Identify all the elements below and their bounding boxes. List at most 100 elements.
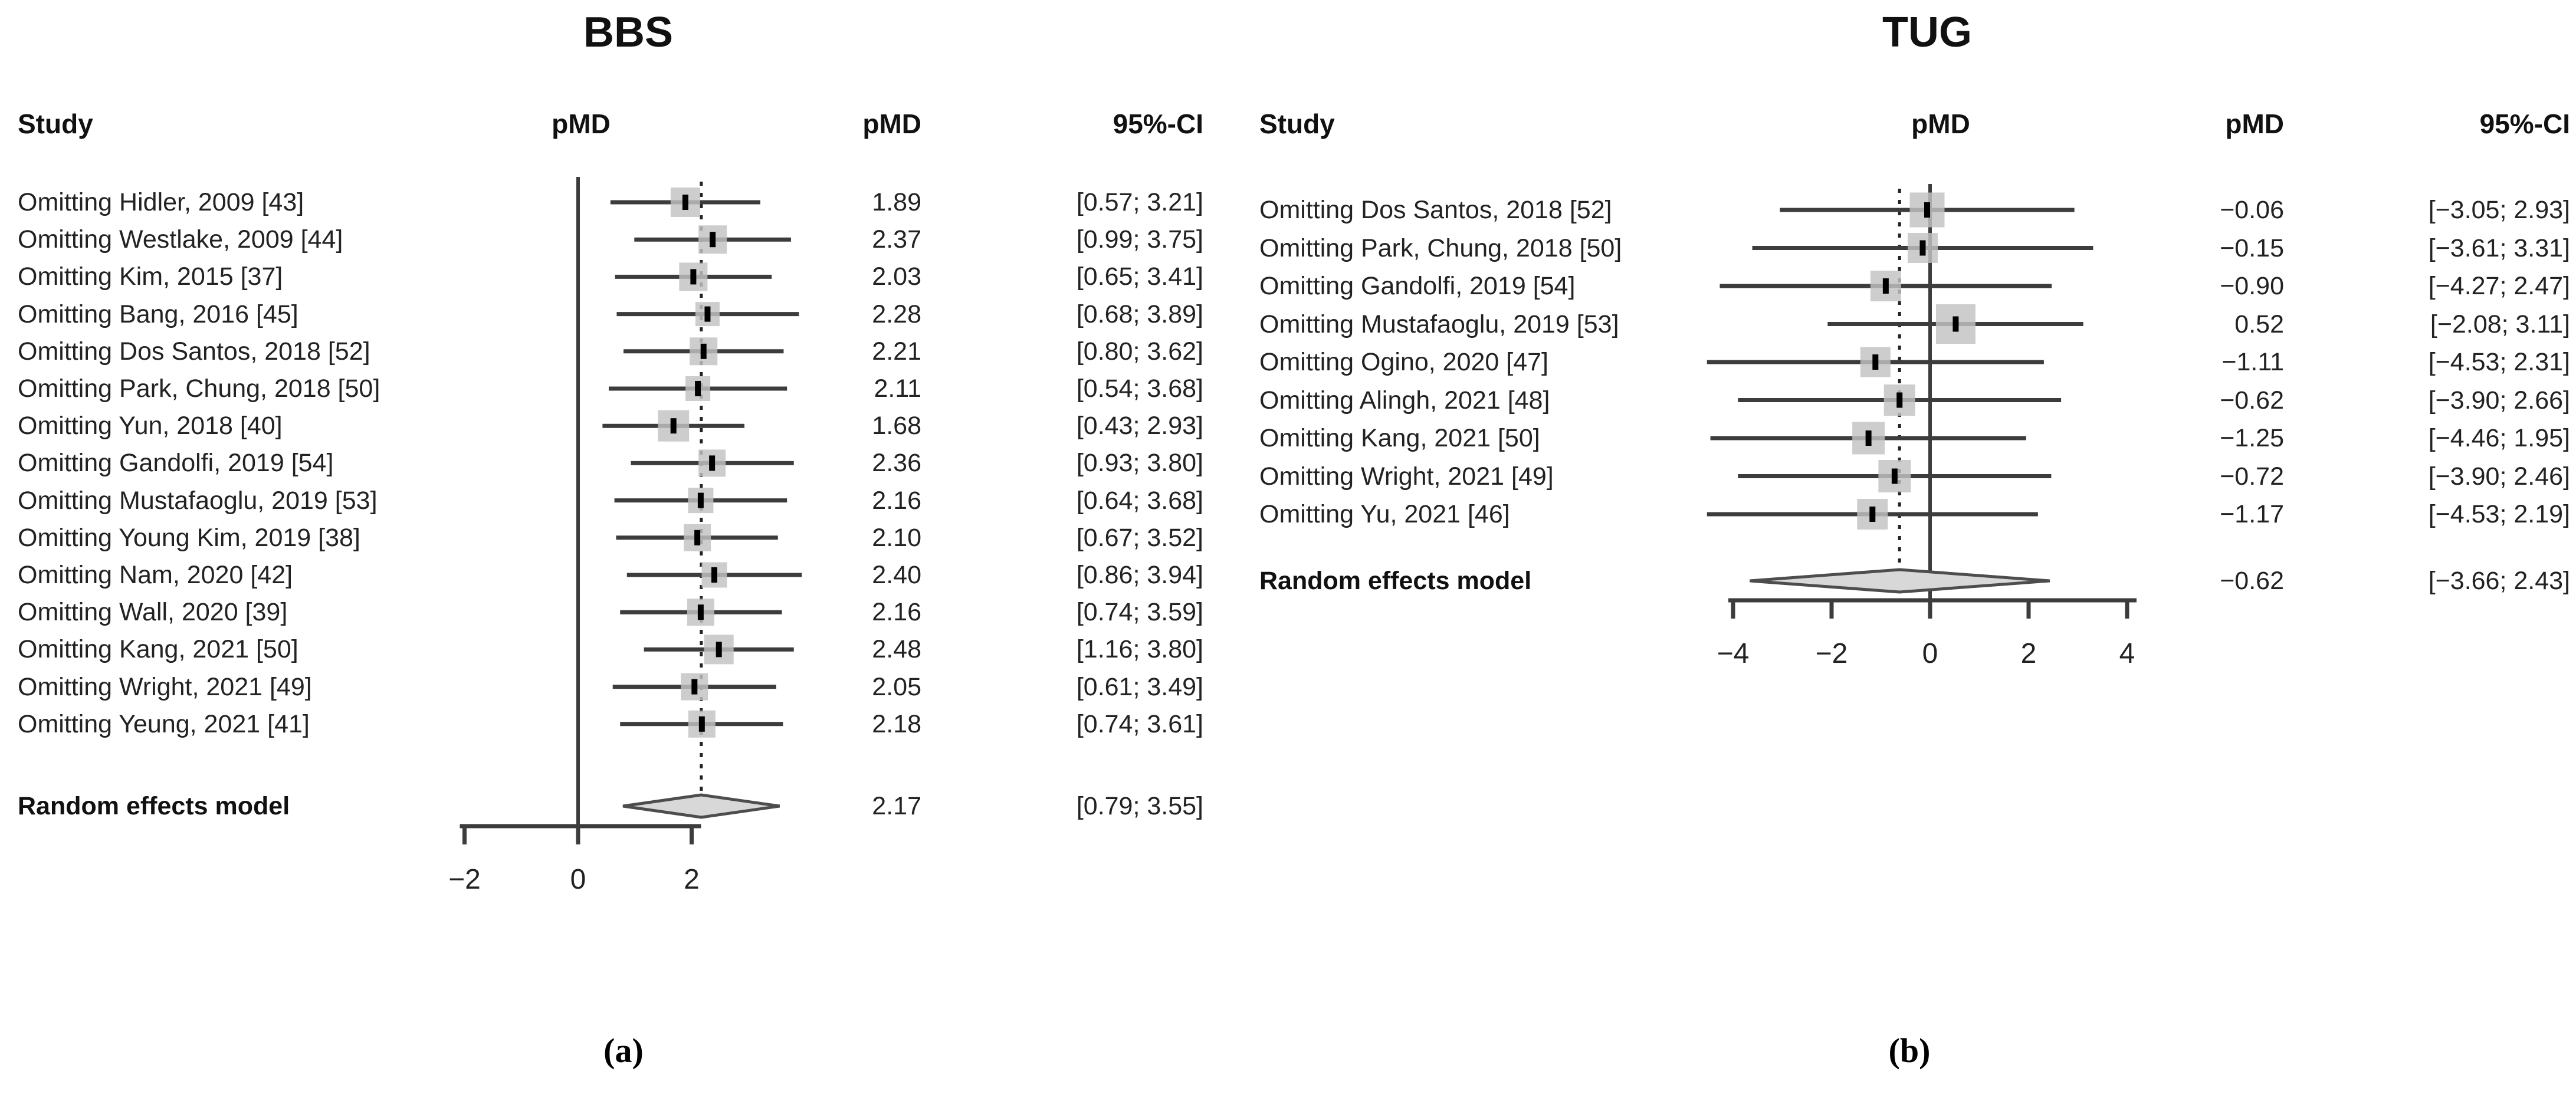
study-row-ci: [0.57; 3.21] [1076,188,1203,216]
point-estimate-marker [1865,430,1872,446]
study-row-label: Omitting Wright, 2021 [49] [18,672,312,701]
panel-a-plot-pmd-header: pMD [552,109,611,139]
study-row-pmd: 2.37 [872,225,921,254]
study-row-ci: [−3.90; 2.46] [2428,462,2570,491]
study-row-pmd: 2.03 [872,262,921,291]
study-row-pmd: −0.72 [2220,462,2284,491]
point-estimate-marker [704,306,711,322]
study-row-label: Omitting Park, Chung, 2018 [50] [1259,234,1622,262]
study-row-pmd: −0.06 [2220,196,2284,224]
study-row-label: Omitting Yun, 2018 [40] [18,412,283,440]
study-row-ci: [0.43; 2.93] [1076,412,1203,440]
x-axis-tick-label: −2 [448,864,481,895]
point-estimate-marker [697,604,704,620]
summary-row-label: Random effects model [18,792,290,820]
point-estimate-marker [682,195,688,210]
study-row-label: Omitting Dos Santos, 2018 [52] [18,337,370,366]
study-row-ci: [0.54; 3.68] [1076,374,1203,403]
point-estimate-marker [709,455,716,471]
study-row-ci: [1.16; 3.80] [1076,635,1203,664]
point-estimate-marker [710,232,716,248]
panel-b-ci-header: 95%-CI [2479,109,2570,139]
panel-a-study-header: Study [18,109,93,139]
study-row-label: Omitting Yeung, 2021 [41] [18,709,310,738]
study-row-ci: [0.65; 3.41] [1076,262,1203,291]
study-row-ci: [0.68; 3.89] [1076,300,1203,328]
study-row-label: Omitting Nam, 2020 [42] [18,561,293,589]
point-estimate-marker [694,530,701,545]
study-row-pmd: 2.16 [872,598,921,627]
study-row-pmd: −0.62 [2220,386,2284,415]
panel-b-title: TUG [1882,9,1972,56]
study-row-ci: [−4.46; 1.95] [2428,424,2570,452]
study-row-label: Omitting Hidler, 2009 [43] [18,188,304,216]
study-row-label: Omitting Gandolfi, 2019 [54] [1259,272,1576,300]
point-estimate-marker [1882,278,1889,294]
study-row-label: Omitting Mustafaoglu, 2019 [53] [1259,310,1619,338]
study-row-label: Omitting Ogino, 2020 [47] [1259,348,1549,376]
panel-b-study-header: Study [1259,109,1335,139]
panel-a-caption: (a) [603,1031,644,1070]
study-row-label: Omitting Dos Santos, 2018 [52] [1259,196,1612,224]
study-row-pmd: 2.05 [872,672,921,701]
study-row-pmd: −1.25 [2220,424,2284,452]
summary-row-pmd: −0.62 [2220,567,2284,595]
study-row-ci: [0.80; 3.62] [1076,337,1203,366]
panel-a-title: BBS [583,9,673,56]
study-row-ci: [−4.53; 2.31] [2428,348,2570,376]
summary-diamond [622,793,780,819]
panel-b-caption: (b) [1888,1031,1931,1070]
study-row-pmd: −0.90 [2220,272,2284,300]
point-estimate-marker [716,642,722,658]
study-row-ci: [0.99; 3.75] [1076,225,1203,254]
study-row-pmd: 1.89 [872,188,921,216]
summary-row-ci: [−3.66; 2.43] [2428,567,2570,595]
study-row-ci: [0.74; 3.61] [1076,709,1203,738]
study-row-pmd: 2.40 [872,561,921,589]
study-row-ci: [−3.61; 3.31] [2428,234,2570,262]
point-estimate-marker [700,343,707,359]
summary-diamond [1750,568,2050,594]
panel-a-pmd-header: pMD [862,109,921,139]
panel-b-pmd-header: pMD [2225,109,2284,139]
study-row-pmd: 2.10 [872,523,921,552]
study-row-label: Omitting Westlake, 2009 [44] [18,225,343,254]
study-row-label: Omitting Gandolfi, 2019 [54] [18,449,334,478]
x-axis-tick-label: −2 [1815,638,1848,669]
study-row-pmd: 2.16 [872,486,921,515]
point-estimate-marker [711,567,717,583]
summary-row-label: Random effects model [1259,567,1532,595]
point-estimate-marker [690,269,697,285]
point-estimate-marker [1919,240,1926,256]
summary-row-pmd: 2.17 [872,792,921,820]
study-row-label: Omitting Wall, 2020 [39] [18,598,288,627]
point-estimate-marker [1869,507,1876,522]
study-row-pmd: −1.17 [2220,500,2284,528]
study-row-pmd: 2.36 [872,449,921,478]
point-estimate-marker [697,492,704,508]
point-estimate-marker [1872,354,1879,370]
point-estimate-marker [695,381,701,396]
study-row-label: Omitting Young Kim, 2019 [38] [18,523,360,552]
study-row-label: Omitting Alingh, 2021 [48] [1259,386,1550,415]
point-estimate-marker [1924,202,1930,218]
summary-row-ci: [0.79; 3.55] [1076,792,1203,820]
study-row-ci: [−3.05; 2.93] [2428,196,2570,224]
point-estimate-marker [1891,468,1898,484]
study-row-ci: [0.74; 3.59] [1076,598,1203,627]
study-row-ci: [−2.08; 3.11] [2430,310,2570,338]
study-row-label: Omitting Yu, 2021 [46] [1259,500,1510,528]
study-row-pmd: 1.68 [872,412,921,440]
study-row-ci: [0.64; 3.68] [1076,486,1203,515]
x-axis-tick-label: 0 [1922,638,1938,669]
study-row-pmd: 2.11 [874,374,922,403]
panel-b-plot-pmd-header: pMD [1911,109,1970,139]
x-axis-tick-label: 2 [2020,638,2037,669]
x-axis-tick-label: 4 [2119,638,2135,669]
study-row-ci: [0.86; 3.94] [1076,561,1203,589]
study-row-pmd: 2.21 [872,337,921,366]
study-row-label: Omitting Kim, 2015 [37] [18,262,283,291]
study-row-ci: [0.61; 3.49] [1076,672,1203,701]
